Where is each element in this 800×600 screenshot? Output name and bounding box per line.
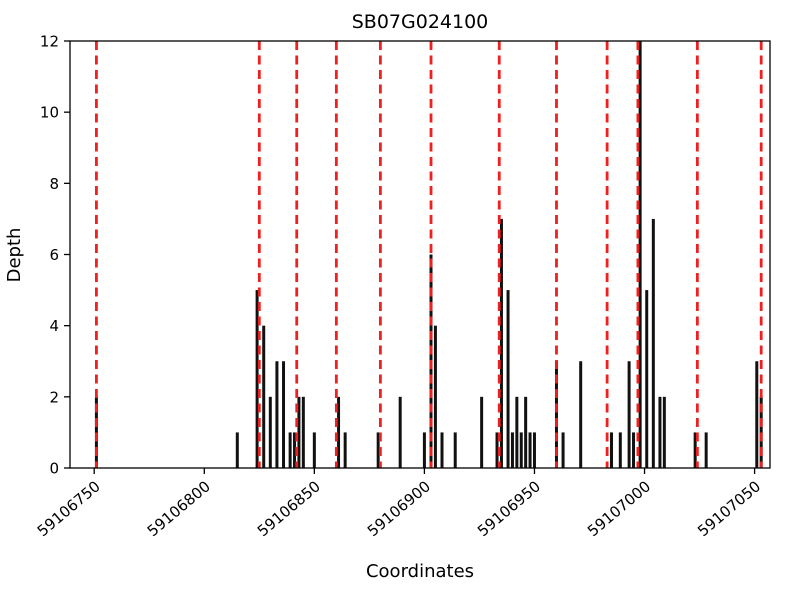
depth-bar — [693, 432, 697, 468]
depth-bar — [704, 432, 708, 468]
y-tick-label: 12 — [40, 33, 59, 51]
depth-bar — [519, 432, 523, 468]
x-tick-label: 59106750 — [34, 477, 104, 540]
x-tick-label: 59106900 — [364, 477, 434, 540]
depth-bar — [638, 41, 642, 468]
y-axis-label: Depth — [4, 228, 25, 283]
depth-bar — [422, 432, 426, 468]
depth-bar — [561, 432, 565, 468]
depth-bar — [627, 361, 631, 468]
depth-bar — [94, 396, 98, 468]
depth-bar — [255, 290, 259, 468]
depth-bar — [515, 396, 519, 468]
x-tick-label: 59106950 — [474, 477, 544, 540]
depth-bar — [532, 432, 536, 468]
depth-bar — [288, 432, 292, 468]
depth-bar — [297, 396, 301, 468]
depth-bar — [268, 396, 272, 468]
y-tick-label: 8 — [49, 175, 59, 193]
depth-bar — [312, 432, 316, 468]
y-tick-label: 4 — [49, 317, 59, 335]
bars-layer — [94, 41, 763, 468]
depth-bar — [301, 396, 305, 468]
chart-title: SB07G024100 — [352, 11, 489, 33]
depth-bar — [480, 396, 484, 468]
y-tick-label: 0 — [49, 460, 59, 478]
depth-bar — [618, 432, 622, 468]
x-tick-label: 59106850 — [254, 477, 324, 540]
depth-bar — [579, 361, 583, 468]
depth-bar — [554, 361, 558, 468]
depth-bar — [755, 361, 759, 468]
depth-bar — [293, 432, 297, 468]
depth-bar — [453, 432, 457, 468]
y-tick-label: 2 — [49, 388, 59, 406]
depth-bar — [510, 432, 514, 468]
depth-bar — [506, 290, 510, 468]
depth-bar — [398, 396, 402, 468]
depth-bar — [524, 396, 528, 468]
marker-lines-layer — [95, 41, 763, 468]
depth-bar — [440, 432, 444, 468]
depth-bar — [499, 218, 503, 468]
depth-bar — [651, 218, 655, 468]
depth-bar — [376, 432, 380, 468]
depth-bar — [343, 432, 347, 468]
depth-bar — [337, 396, 341, 468]
depth-bar — [282, 361, 286, 468]
depth-bar — [262, 325, 266, 468]
x-tick-label: 59107000 — [584, 477, 654, 540]
depth-bar — [632, 432, 636, 468]
depth-bar — [495, 432, 499, 468]
depth-bar — [658, 396, 662, 468]
x-tick-label: 59107050 — [694, 477, 764, 540]
depth-bar — [759, 396, 763, 468]
depth-bar — [610, 432, 614, 468]
depth-bar — [645, 290, 649, 468]
y-tick-label: 10 — [40, 104, 59, 122]
depth-bar — [433, 325, 437, 468]
x-tick-label: 59106800 — [144, 477, 214, 540]
y-tick-label: 6 — [49, 246, 59, 264]
depth-bar — [275, 361, 279, 468]
depth-bar — [528, 432, 532, 468]
x-axis-label: Coordinates — [366, 561, 474, 582]
depth-bar — [235, 432, 239, 468]
depth-bar — [662, 396, 666, 468]
